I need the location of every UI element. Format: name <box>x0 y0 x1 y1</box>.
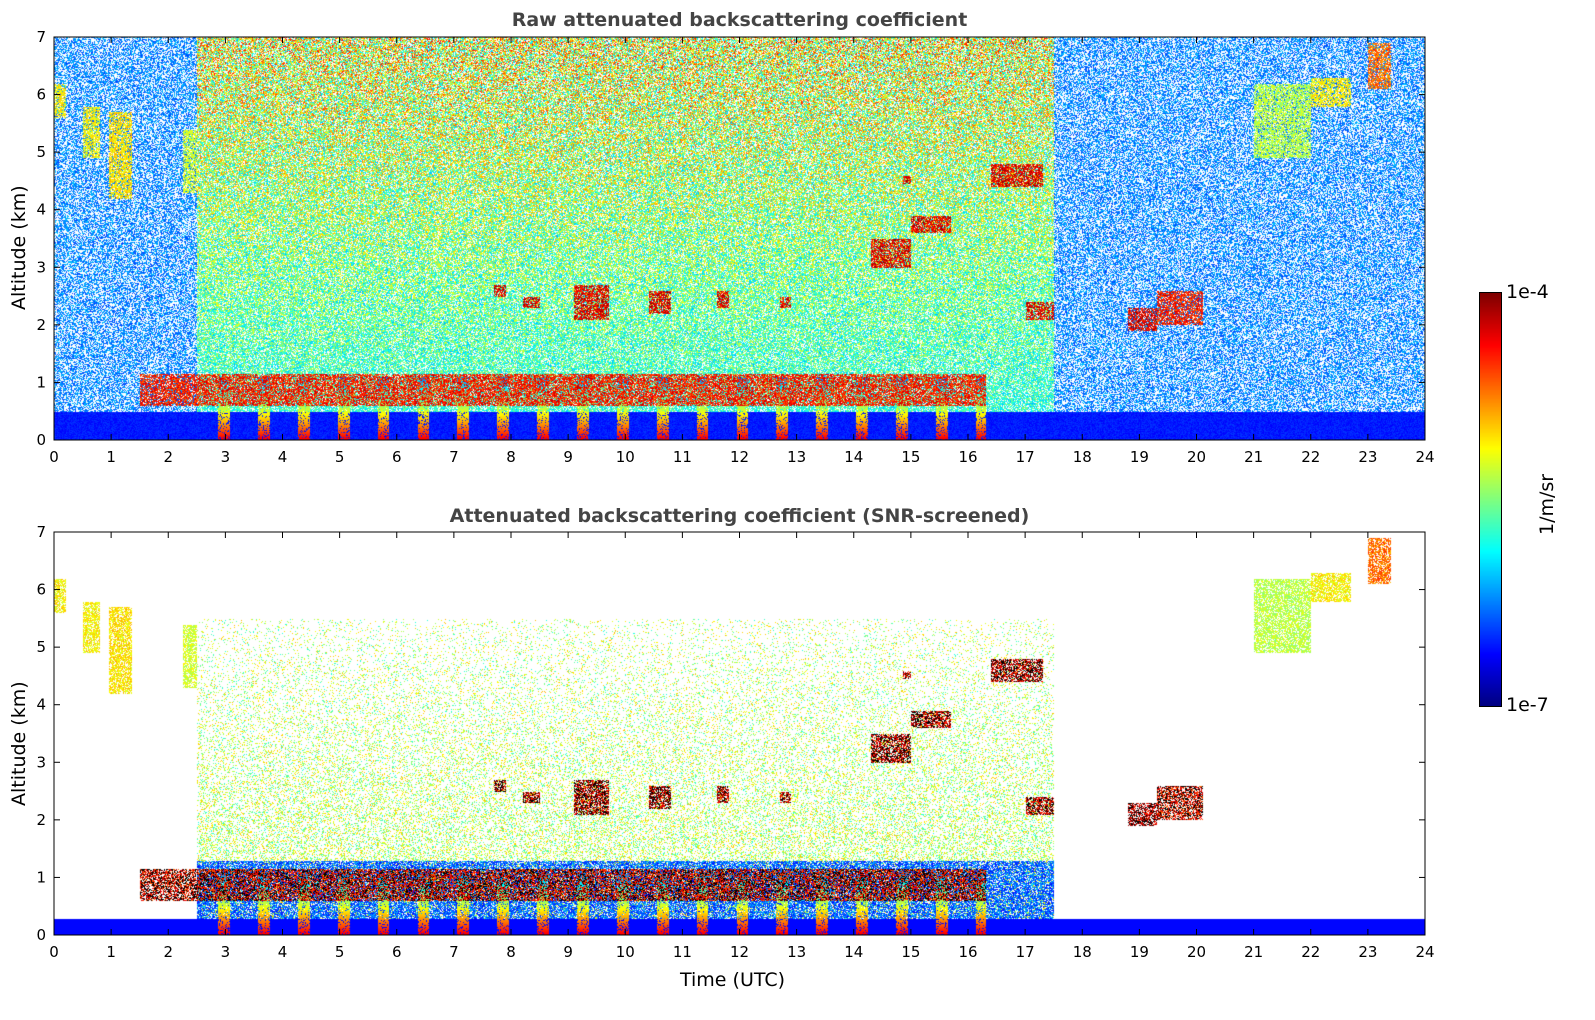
y-tick-label: 6 <box>36 86 46 104</box>
x-tick-label: 0 <box>49 448 59 466</box>
colorbar-max-label: 1e-4 <box>1506 281 1549 303</box>
y-tick-label: 4 <box>36 696 46 714</box>
x-tick-label: 15 <box>901 943 920 961</box>
y-tick-label: 1 <box>36 868 46 886</box>
x-tick-label: 20 <box>1187 448 1206 466</box>
y-tick-label: 1 <box>36 373 46 391</box>
y-tick-label: 2 <box>36 316 46 334</box>
x-tick-label: 1 <box>106 943 116 961</box>
x-tick-label: 16 <box>958 448 977 466</box>
colorbar-unit-label: 1/m/sr <box>1536 473 1558 535</box>
x-tick-label: 11 <box>673 943 692 961</box>
heatmap-screened <box>54 532 1425 935</box>
x-tick-label: 5 <box>335 943 345 961</box>
chart-title-raw: Raw attenuated backscattering coefficien… <box>511 9 968 31</box>
x-tick-label: 21 <box>1244 448 1263 466</box>
x-tick-label: 2 <box>163 943 173 961</box>
y-tick-label: 2 <box>36 811 46 829</box>
x-tick-label: 24 <box>1415 448 1434 466</box>
heatmap-raw <box>54 37 1425 440</box>
x-tick-label: 2 <box>163 448 173 466</box>
x-tick-label: 9 <box>563 448 573 466</box>
x-tick-label: 21 <box>1244 943 1263 961</box>
x-tick-label: 14 <box>844 943 863 961</box>
chart-title-screened: Attenuated backscattering coefficient (S… <box>449 505 1030 527</box>
x-tick-label: 7 <box>449 448 459 466</box>
x-tick-label: 17 <box>1016 448 1035 466</box>
y-tick-label: 7 <box>36 28 46 46</box>
x-tick-label: 8 <box>506 943 516 961</box>
x-tick-label: 15 <box>901 448 920 466</box>
x-tick-label: 20 <box>1187 943 1206 961</box>
x-tick-label: 22 <box>1301 448 1320 466</box>
colorbar <box>1479 292 1502 707</box>
y-axis-label-screened: Altitude (km) <box>8 681 30 806</box>
x-tick-label: 24 <box>1415 943 1434 961</box>
x-tick-label: 18 <box>1073 448 1092 466</box>
y-tick-label: 5 <box>36 143 46 161</box>
x-tick-label: 10 <box>616 448 635 466</box>
y-tick-label: 4 <box>36 201 46 219</box>
x-tick-label: 19 <box>1130 448 1149 466</box>
y-tick-label: 5 <box>36 638 46 656</box>
x-tick-label: 4 <box>278 943 288 961</box>
x-tick-label: 17 <box>1016 943 1035 961</box>
x-tick-label: 6 <box>392 943 402 961</box>
x-tick-label: 13 <box>787 943 806 961</box>
x-tick-label: 14 <box>844 448 863 466</box>
y-tick-label: 3 <box>36 753 46 771</box>
x-tick-label: 12 <box>730 448 749 466</box>
x-tick-label: 5 <box>335 448 345 466</box>
x-tick-label: 22 <box>1301 943 1320 961</box>
plot-frame <box>53 36 1426 441</box>
x-tick-label: 6 <box>392 448 402 466</box>
x-tick-label: 3 <box>221 448 231 466</box>
x-tick-label: 23 <box>1358 943 1377 961</box>
y-tick-label: 6 <box>36 581 46 599</box>
x-tick-label: 11 <box>673 448 692 466</box>
y-axis-label-raw: Altitude (km) <box>8 185 30 310</box>
x-tick-label: 13 <box>787 448 806 466</box>
x-tick-label: 3 <box>221 943 231 961</box>
x-tick-label: 7 <box>449 943 459 961</box>
colorbar-min-label: 1e-7 <box>1506 694 1549 716</box>
x-tick-label: 16 <box>958 943 977 961</box>
y-tick-label: 3 <box>36 258 46 276</box>
y-tick-label: 0 <box>36 431 46 449</box>
x-tick-label: 8 <box>506 448 516 466</box>
x-tick-label: 18 <box>1073 943 1092 961</box>
x-tick-label: 4 <box>278 448 288 466</box>
y-tick-label: 0 <box>36 926 46 944</box>
plot-frame <box>53 531 1426 936</box>
x-axis-label: Time (UTC) <box>680 969 786 991</box>
x-tick-label: 9 <box>563 943 573 961</box>
x-tick-label: 12 <box>730 943 749 961</box>
x-tick-label: 19 <box>1130 943 1149 961</box>
x-tick-label: 23 <box>1358 448 1377 466</box>
x-tick-label: 10 <box>616 943 635 961</box>
x-tick-label: 0 <box>49 943 59 961</box>
y-tick-label: 7 <box>36 523 46 541</box>
x-tick-label: 1 <box>106 448 116 466</box>
